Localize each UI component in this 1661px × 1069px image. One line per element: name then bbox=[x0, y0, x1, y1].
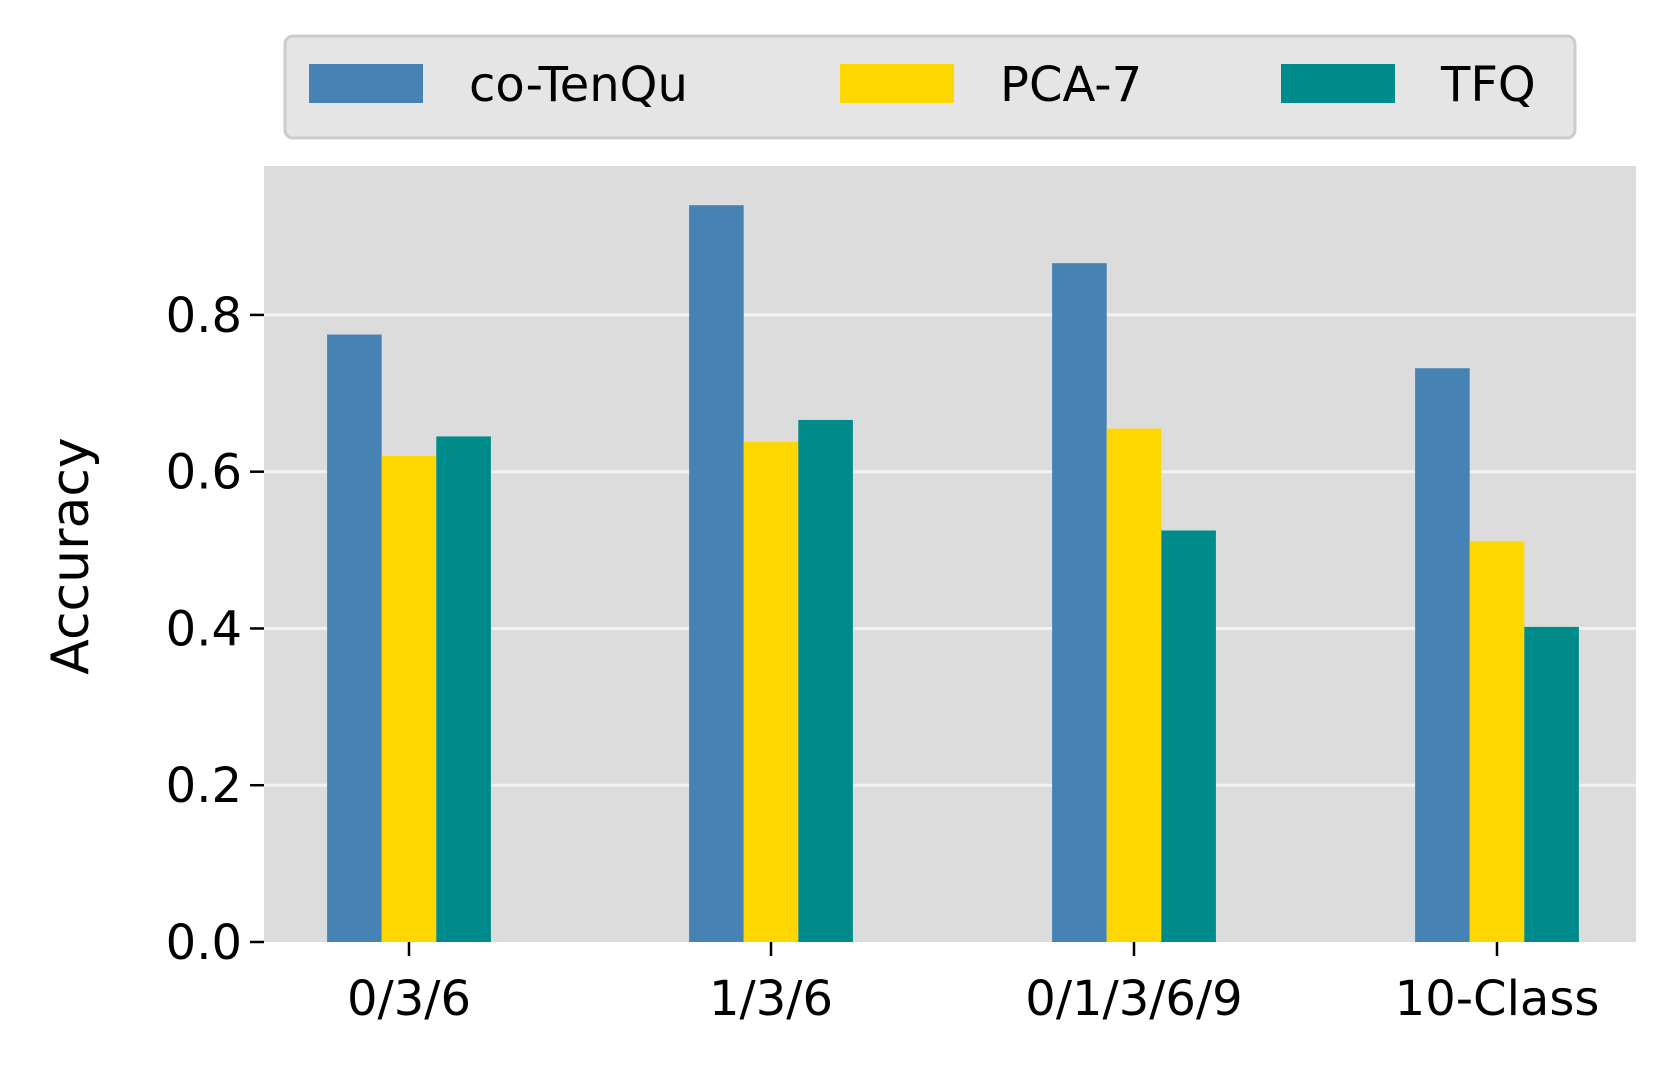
legend-label: co-TenQu bbox=[469, 57, 688, 113]
legend-swatch bbox=[840, 64, 954, 103]
legend-label: PCA-7 bbox=[1000, 57, 1142, 113]
x-tick-label: 10-Class bbox=[1395, 971, 1600, 1027]
bar-pca-7-0 bbox=[381, 456, 437, 942]
bar-tfq-3 bbox=[1524, 626, 1579, 942]
legend-label: TFQ bbox=[1440, 57, 1536, 113]
y-tick-label: 0.6 bbox=[166, 445, 242, 501]
x-tick-label: 0/1/3/6/9 bbox=[1025, 971, 1242, 1027]
axes: 0.0 0.2 0.4 0.6 0.8 0/3/6 1/3/6 0/1/3/6/9 10-Cla… bbox=[166, 288, 1600, 1027]
grid-lines bbox=[264, 313, 1636, 787]
bar-co-tenqu-3 bbox=[1415, 368, 1470, 942]
bar-tfq-2 bbox=[1161, 530, 1216, 942]
y-tick-label: 0.2 bbox=[166, 758, 242, 814]
bar-pca-7-3 bbox=[1469, 541, 1525, 942]
x-tick-label: 1/3/6 bbox=[709, 971, 833, 1027]
bar-tfq-0 bbox=[436, 436, 491, 942]
bar-co-tenqu-1 bbox=[689, 205, 744, 943]
y-axis-label: Accuracy bbox=[41, 437, 101, 674]
bars bbox=[327, 205, 1579, 943]
bar-pca-7-2 bbox=[1106, 428, 1162, 943]
y-tick-label: 0.0 bbox=[166, 915, 242, 971]
bar-pca-7-1 bbox=[743, 441, 799, 942]
y-tick-label: 0.4 bbox=[166, 601, 242, 657]
plot-background bbox=[264, 166, 1636, 942]
legend-swatch bbox=[309, 64, 423, 103]
bar-co-tenqu-0 bbox=[327, 334, 382, 942]
bar-co-tenqu-2 bbox=[1052, 263, 1107, 943]
bar-tfq-1 bbox=[798, 419, 853, 942]
x-tick-label: 0/3/6 bbox=[347, 971, 471, 1027]
legend: co-TenQu PCA-7 TFQ bbox=[283, 34, 1577, 140]
y-tick-label: 0.8 bbox=[166, 288, 242, 344]
legend-swatch bbox=[1281, 64, 1395, 103]
